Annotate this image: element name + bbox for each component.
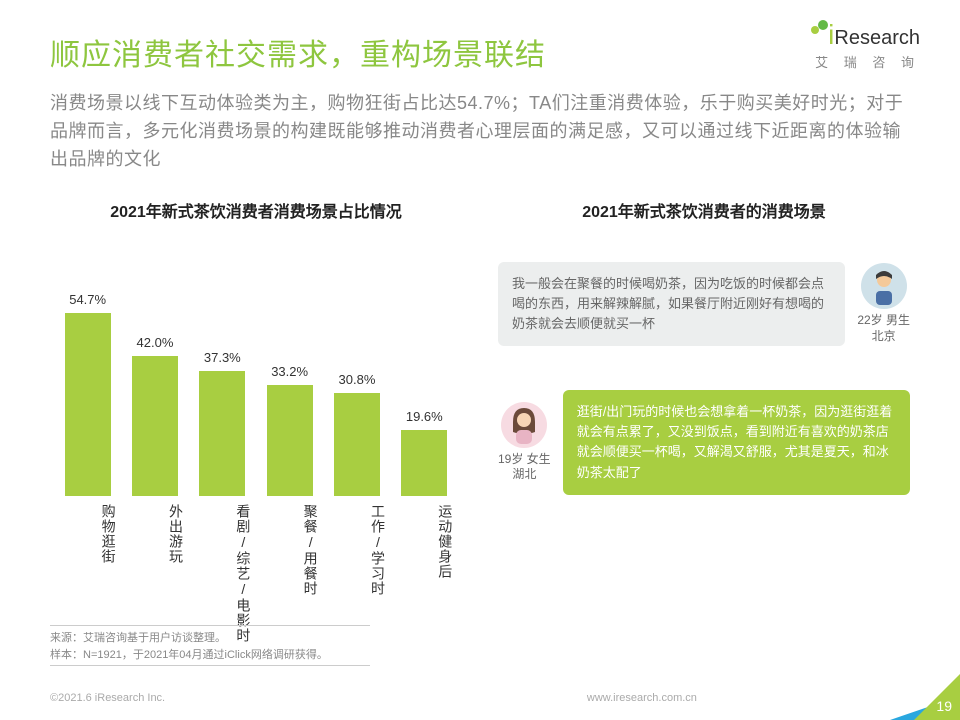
right-title: 2021年新式茶饮消费者的消费场景 xyxy=(498,198,910,222)
bar-label: 54.7% xyxy=(69,292,106,307)
bar-label: 33.2% xyxy=(271,364,308,379)
page-number: 19 xyxy=(936,698,952,714)
col-right: 2021年新式茶饮消费者的消费场景 我一般会在聚餐的时候喝奶茶，因为吃饭的时候都… xyxy=(498,198,910,556)
source-line1: 来源：艾瑞咨询基于用户访谈整理。 xyxy=(50,630,370,647)
logo-main: iResearch xyxy=(811,20,920,50)
bar-0: 54.7% xyxy=(60,292,116,495)
xlabel-4: 工作/学习时 xyxy=(329,504,385,643)
col-left: 2021年新式茶饮消费者消费场景占比情况 54.7% 42.0% 37.3% 33.2… xyxy=(50,198,462,556)
bar-rect xyxy=(199,371,245,495)
persona-line1: 19岁 女生 xyxy=(498,452,551,468)
brand-url: www.iresearch.com.cn xyxy=(587,692,697,704)
bar-rect xyxy=(267,385,313,496)
slide: iResearch 艾 瑞 咨 询 顺应消费者社交需求，重构场景联结 消费场景以… xyxy=(0,0,960,720)
persona-line2: 北京 xyxy=(872,329,896,345)
xlabel-2: 看剧/综艺/电影时 xyxy=(194,504,250,643)
page-title: 顺应消费者社交需求，重构场景联结 xyxy=(50,30,910,74)
bar-rect xyxy=(334,393,380,496)
logo-sub: 艾 瑞 咨 询 xyxy=(811,52,920,71)
quote-bubble: 我一般会在聚餐的时候喝奶茶，因为吃饭的时候都会点喝的东西，用来解辣解腻，如果餐厅… xyxy=(498,262,845,346)
bar-label: 19.6% xyxy=(406,409,443,424)
persona-info: 19岁 女生湖北 xyxy=(498,402,551,483)
logo-text: Research xyxy=(834,27,920,49)
persona-1: 19岁 女生湖北逛街/出门玩的时候也会想拿着一杯奶茶，因为逛街逛着就会有点累了，… xyxy=(498,390,910,495)
chart-title: 2021年新式茶饮消费者消费场景占比情况 xyxy=(50,198,462,222)
bar-1: 42.0% xyxy=(127,335,183,496)
bar-rect xyxy=(132,356,178,496)
persona-0: 我一般会在聚餐的时候喝奶茶，因为吃饭的时候都会点喝的东西，用来解辣解腻，如果餐厅… xyxy=(498,262,910,346)
avatar-icon xyxy=(861,263,907,309)
xlabel-3: 聚餐/用餐时 xyxy=(262,504,318,643)
copyright: ©2021.6 iResearch Inc. xyxy=(50,692,165,704)
source-block: 来源：艾瑞咨询基于用户访谈整理。 样本：N=1921，于2021年04月通过iC… xyxy=(50,623,370,670)
bar-5: 19.6% xyxy=(396,409,452,495)
avatar-icon xyxy=(501,402,547,448)
bar-rect xyxy=(401,430,447,495)
persona-line1: 22岁 男生 xyxy=(857,313,910,329)
bar-label: 42.0% xyxy=(137,335,174,350)
bar-3: 33.2% xyxy=(262,364,318,496)
page-subtitle: 消费场景以线下互动体验类为主，购物狂街占比达54.7%；TA们注重消费体验，乐于… xyxy=(50,90,910,174)
footer: ©2021.6 iResearch Inc. www.iresearch.com… xyxy=(50,692,697,704)
bar-label: 30.8% xyxy=(339,372,376,387)
xlabel-1: 外出游玩 xyxy=(127,504,183,643)
xlabel-5: 运动健身后 xyxy=(396,504,452,643)
quote-bubble: 逛街/出门玩的时候也会想拿着一杯奶茶，因为逛街逛着就会有点累了，又没到饭点，看到… xyxy=(563,390,910,495)
source-line2: 样本：N=1921，于2021年04月通过iClick网络调研获得。 xyxy=(50,647,370,664)
bar-label: 37.3% xyxy=(204,350,241,365)
bar-2: 37.3% xyxy=(194,350,250,495)
bar-rect xyxy=(65,313,111,495)
persona-info: 22岁 男生北京 xyxy=(857,263,910,344)
bar-chart: 54.7%42.0%37.3%33.2%30.8%19.6% 购物逛街外出游玩看… xyxy=(50,246,462,556)
persona-line2: 湖北 xyxy=(512,467,536,483)
logo: iResearch 艾 瑞 咨 询 xyxy=(811,20,920,71)
xlabel-0: 购物逛街 xyxy=(60,504,116,643)
bar-4: 30.8% xyxy=(329,372,385,496)
columns: 2021年新式茶饮消费者消费场景占比情况 54.7% 42.0% 37.3% 33.2… xyxy=(50,198,910,556)
